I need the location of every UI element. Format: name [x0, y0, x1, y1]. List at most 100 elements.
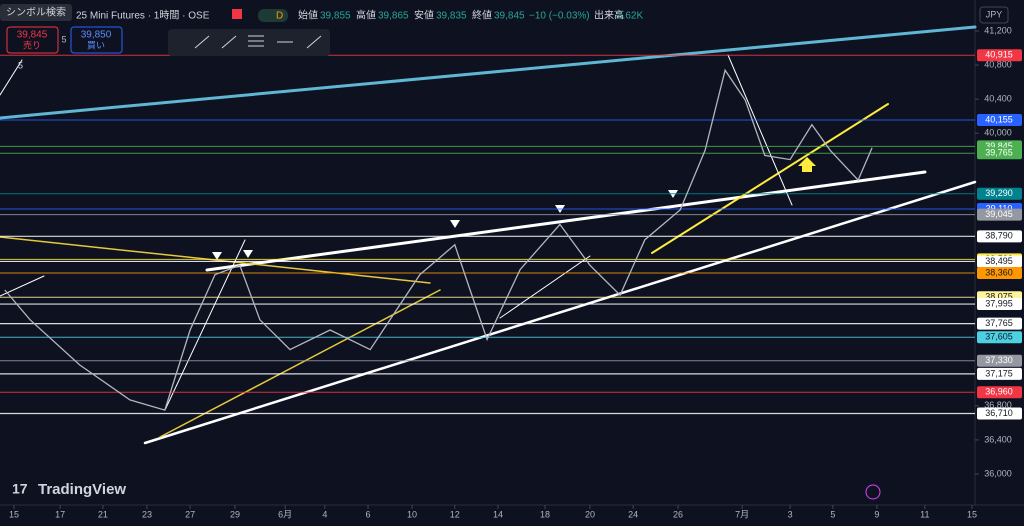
price-tag-label: 37,765	[985, 318, 1013, 328]
x-tick-label: 11	[920, 509, 929, 519]
price-tag-label: 39,845	[985, 141, 1013, 151]
change: −10 (−0.03%)	[529, 11, 590, 22]
x-tick-label: 15	[9, 509, 19, 519]
y-tick-label: 40,000	[984, 128, 1012, 138]
price-tag-label: 38,790	[985, 231, 1013, 241]
price-tag-label: 38,360	[985, 267, 1013, 277]
y-tick-label: 36,800	[984, 400, 1012, 410]
price-tag-label: 39,290	[985, 188, 1013, 198]
arrow-up	[798, 157, 816, 172]
volume-label: 出来高	[594, 9, 624, 22]
sell[interactable]: 売り	[23, 39, 41, 50]
price-tag-label: 39,110	[986, 203, 1013, 213]
x-tick-label: 6月	[278, 509, 292, 519]
y-tick-label: 36,400	[984, 434, 1012, 444]
toolbar-icons	[194, 35, 322, 49]
currency[interactable]: JPY	[986, 9, 1003, 19]
x-tick-label: 18	[540, 509, 550, 519]
price-tag-label: 37,175	[985, 368, 1013, 378]
x-tick-label: 4	[322, 509, 327, 519]
trendline	[499, 255, 591, 319]
buy-button[interactable]	[70, 26, 123, 54]
x-tick-label: 10	[407, 509, 417, 519]
open: 39,855	[320, 11, 351, 22]
price-tag	[977, 230, 1022, 243]
price-tag	[977, 317, 1022, 330]
x-tick-label: 3	[788, 509, 793, 519]
x-tick-label: 17	[55, 509, 65, 519]
x-tick-label: 15	[967, 509, 977, 519]
x-tick-label: 6	[366, 509, 371, 519]
symbol: 25 Mini Futures · 1時間 · OSE	[76, 10, 210, 22]
low-label: 安値	[414, 9, 434, 22]
drawing-toolbar[interactable]	[168, 29, 330, 56]
channel-line	[0, 25, 977, 120]
price-tag	[977, 298, 1022, 311]
price-tag-label: 37,330	[985, 355, 1013, 365]
x-tick-label: 9	[874, 509, 879, 519]
arrow-markers	[212, 190, 678, 260]
flag	[232, 9, 242, 19]
price-tag-label: 40,915	[985, 50, 1013, 60]
search[interactable]: シンボル検索	[6, 6, 66, 19]
sell-price[interactable]: 39,845	[17, 30, 48, 41]
price-tag-label: 37,605	[985, 332, 1013, 342]
price-tag-label: 36,960	[985, 387, 1013, 397]
x-tick-label: 26	[673, 509, 683, 519]
price-tag	[977, 386, 1022, 399]
price-tag-label: 38,075	[985, 292, 1013, 302]
trendline	[205, 170, 927, 272]
x-tick-label: 23	[142, 509, 152, 519]
high: 39,865	[378, 11, 409, 22]
trendline	[0, 59, 23, 96]
price-tag-label: 39,045	[985, 209, 1013, 219]
price-tag	[977, 354, 1022, 367]
x-tick-label: 24	[628, 509, 638, 519]
price-tag-label: 40,155	[985, 114, 1013, 124]
y-tick-label: 41,200	[984, 25, 1012, 35]
price-tag	[977, 187, 1022, 200]
alert-icon[interactable]	[865, 484, 881, 500]
price-tag	[977, 147, 1022, 160]
price-tag	[977, 266, 1022, 279]
volume: 3.62K	[617, 11, 643, 22]
price-line	[4, 68, 873, 411]
close-label: 終値	[472, 9, 492, 22]
high-label: 高値	[356, 9, 376, 22]
x-tick-label: 12	[450, 509, 460, 519]
buy-price[interactable]: 39,850	[81, 30, 112, 41]
currency-box[interactable]	[979, 6, 1009, 24]
brand: TradingView	[38, 481, 126, 498]
badge: D	[276, 11, 283, 22]
x-tick-label: 27	[185, 509, 195, 519]
price-tag	[977, 114, 1022, 127]
price-tag	[977, 208, 1022, 221]
search-box[interactable]	[0, 4, 72, 21]
price-tag-label: 39,765	[985, 148, 1013, 158]
trendline	[143, 180, 977, 445]
y-tick-label: 40,400	[984, 94, 1012, 104]
y-tick-label: 40,800	[984, 59, 1012, 69]
spread: 5	[61, 34, 66, 44]
price-tag	[977, 407, 1022, 420]
price-tag	[977, 255, 1022, 268]
trendline	[164, 239, 246, 411]
x-tick-label: 21	[98, 509, 108, 519]
x-tick-label: 5	[830, 509, 835, 519]
trendline	[0, 236, 431, 284]
trendline	[651, 103, 889, 254]
price-tag	[977, 49, 1022, 62]
price-tag-label: 38,495	[985, 256, 1013, 266]
x-tick-label: 7月	[735, 509, 749, 519]
trendline	[727, 54, 793, 206]
price-tag-label: 36,710	[985, 408, 1013, 418]
open-label: 始値	[298, 9, 318, 22]
x-tick-label: 14	[493, 509, 503, 519]
buy[interactable]: 買い	[87, 40, 105, 50]
x-tick-label: 20	[585, 509, 595, 519]
price-tag	[977, 331, 1022, 344]
sell-button[interactable]	[6, 26, 59, 54]
indicator[interactable]: 5	[18, 60, 23, 70]
